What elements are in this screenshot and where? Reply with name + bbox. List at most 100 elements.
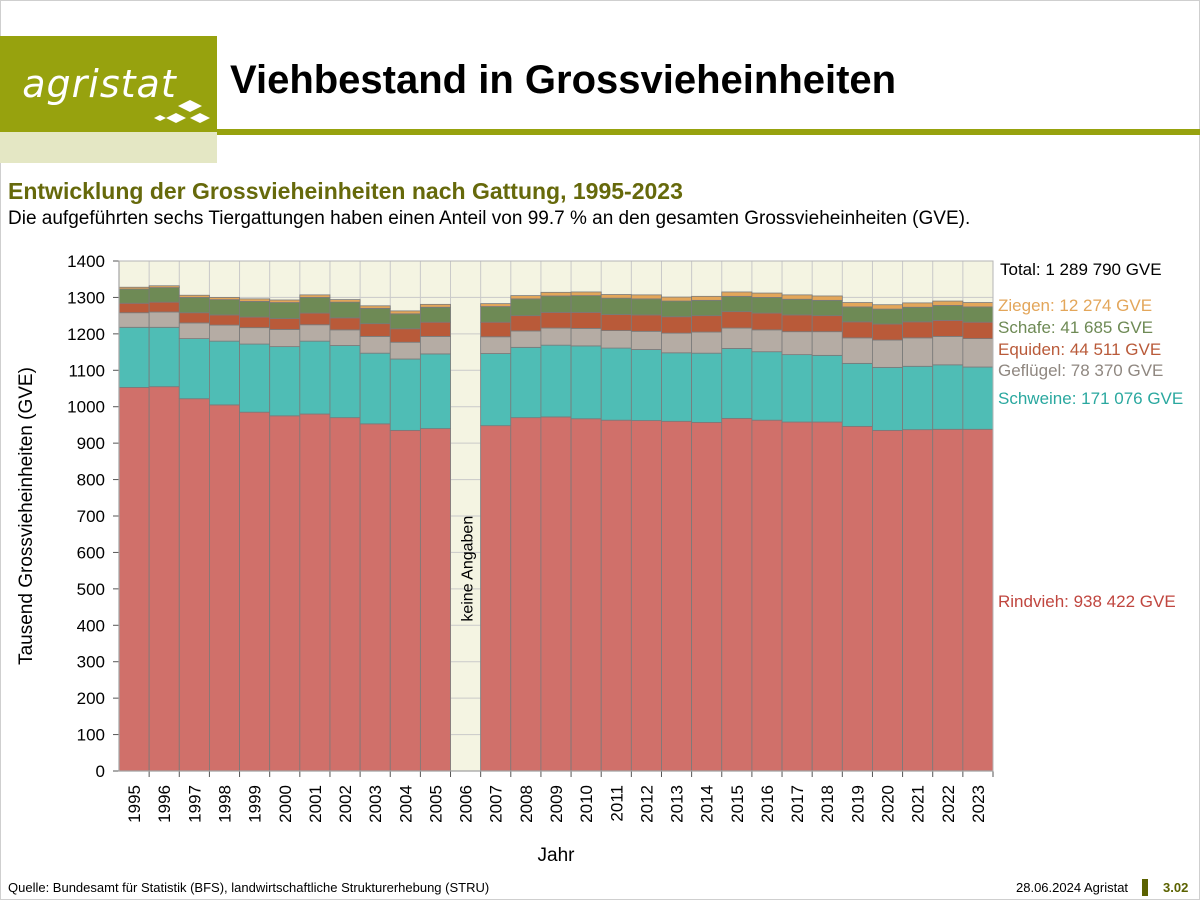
bar-geflügel-2022 (932, 336, 964, 366)
bar-geflügel-2000 (269, 329, 301, 348)
y-tick-label: 200 (77, 689, 105, 708)
bar-geflügel-2021 (902, 337, 934, 367)
x-tick-label: 2000 (276, 785, 295, 823)
x-tick-label: 1998 (215, 785, 234, 823)
y-tick-label: 800 (77, 471, 105, 490)
series-label-ziegen: Ziegen: 12 274 GVE (998, 296, 1152, 315)
bar-schafe-2023 (962, 306, 994, 323)
bar-schweine-1997 (178, 338, 210, 400)
x-tick-label: 2009 (547, 785, 566, 823)
x-tick-label: 2021 (909, 785, 928, 823)
chart-subtitle: Entwicklung der Grossvieheinheiten nach … (8, 178, 683, 204)
footer-divider (1142, 879, 1148, 896)
footer-date: 28.06.2024 Agristat (1016, 880, 1129, 895)
bar-geflügel-2012 (630, 330, 662, 350)
bar-schweine-1999 (239, 343, 271, 413)
bar-schweine-1996 (148, 326, 180, 388)
bar-geflügel-1999 (239, 327, 271, 345)
footer-source: Quelle: Bundesamt für Statistik (BFS), l… (8, 880, 490, 895)
bar-schafe-1995 (118, 288, 150, 304)
bar-geflügel-2016 (751, 329, 783, 353)
y-tick-label: 1400 (67, 252, 105, 271)
bar-equiden-2023 (962, 321, 994, 339)
stacked-bar-chart: 0 100 200 300 400 500 600 700 800 900 1000 1100 1200… (16, 252, 1183, 866)
bar-rindvieh-2022 (932, 428, 964, 772)
bar-equiden-2014 (691, 315, 723, 333)
bar-geflügel-2013 (661, 332, 693, 354)
bar-rindvieh-2005 (419, 428, 451, 772)
bar-schafe-2007 (480, 306, 512, 323)
bar-rindvieh-2009 (540, 416, 572, 772)
x-tick-label: 1995 (125, 785, 144, 823)
bar-schafe-2016 (751, 297, 783, 314)
bar-schweine-1998 (209, 340, 240, 406)
bar-geflügel-2009 (540, 327, 572, 346)
bar-schafe-2010 (570, 295, 602, 313)
bar-rindvieh-2016 (751, 419, 783, 772)
bar-equiden-2000 (269, 318, 301, 330)
bar-geflügel-2002 (329, 329, 361, 346)
series-label-rindvieh: Rindvieh: 938 422 GVE (998, 592, 1176, 611)
x-tick-label: 2001 (306, 785, 325, 823)
gap-annotation: keine Angaben (460, 516, 477, 622)
bar-schafe-2022 (932, 305, 964, 321)
x-tick-label: 2010 (577, 785, 596, 823)
bar-ziegen-2012 (630, 294, 662, 300)
bar-schafe-2019 (841, 306, 873, 323)
bar-rindvieh-1995 (118, 387, 150, 772)
bar-schweine-2016 (751, 351, 783, 421)
bar-ziegen-2015 (721, 291, 753, 297)
bar-rindvieh-2004 (389, 429, 421, 772)
bar-equiden-2003 (359, 323, 391, 337)
bar-ziegen-2007 (480, 303, 512, 307)
bar-rindvieh-1997 (178, 398, 210, 772)
x-axis-label: Jahr (538, 845, 576, 866)
bar-schafe-2014 (691, 299, 723, 317)
bar-schweine-2008 (510, 346, 542, 419)
bar-rindvieh-2001 (299, 413, 331, 772)
bar-equiden-2013 (661, 316, 693, 334)
bar-geflügel-2011 (600, 330, 632, 349)
bar-geflügel-2018 (811, 331, 843, 356)
bar-geflügel-2008 (510, 330, 542, 348)
bar-rindvieh-2003 (359, 423, 391, 772)
bar-schweine-2004 (389, 358, 421, 431)
bar-schweine-2010 (570, 345, 602, 420)
bar-ziegen-2004 (389, 310, 421, 315)
bar-equiden-2007 (480, 321, 512, 338)
bar-equiden-1996 (148, 301, 180, 313)
bar-schafe-2018 (811, 299, 843, 317)
bar-equiden-1997 (178, 312, 210, 324)
x-tick-label: 2013 (668, 785, 687, 823)
bar-ziegen-2018 (811, 295, 843, 301)
x-tick-label: 2017 (788, 785, 807, 823)
bar-schweine-1995 (118, 326, 150, 388)
bar-schafe-2020 (872, 308, 903, 325)
bar-equiden-2008 (510, 315, 542, 332)
x-tick-label: 1999 (246, 785, 265, 823)
bar-schafe-2000 (269, 302, 301, 319)
bar-equiden-1998 (209, 314, 240, 326)
bar-ziegen-2003 (359, 305, 391, 309)
bar-ziegen-2002 (329, 299, 361, 303)
bar-schweine-2000 (269, 346, 301, 417)
y-axis-label: Tausend Grossvieheinheiten (GVE) (16, 367, 37, 665)
series-label-equiden: Equiden: 44 511 GVE (998, 340, 1161, 359)
bar-ziegen-2011 (600, 294, 632, 299)
bar-geflügel-1998 (209, 324, 240, 342)
bar-ziegen-2008 (510, 295, 542, 300)
series-label-schweine: Schweine: 171 076 GVE (998, 389, 1183, 408)
bar-schafe-2003 (359, 307, 391, 325)
bar-ziegen-1995 (118, 286, 150, 290)
bar-ziegen-2021 (902, 302, 934, 308)
x-tick-label: 2023 (969, 785, 988, 823)
bar-equiden-2017 (781, 314, 813, 333)
x-tick-label: 2016 (758, 785, 777, 823)
bar-schafe-1997 (178, 297, 210, 314)
total-label: Total: 1 289 790 GVE (1000, 260, 1162, 279)
bar-equiden-2005 (419, 321, 451, 337)
bar-rindvieh-2013 (661, 420, 693, 772)
bar-ziegen-2023 (962, 302, 994, 308)
bar-rindvieh-2021 (902, 429, 934, 772)
bar-rindvieh-2017 (781, 421, 813, 772)
